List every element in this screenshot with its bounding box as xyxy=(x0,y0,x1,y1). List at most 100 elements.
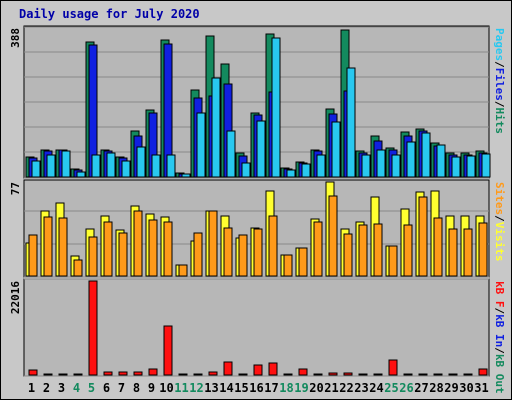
y-max-label-kbytes: 22016 xyxy=(9,281,22,314)
legend-part-hits-files-pages-1: / xyxy=(493,61,506,68)
bar-kb-f-day-31 xyxy=(478,368,488,376)
bar-sites-day-19 xyxy=(298,247,308,277)
legend-part-hits-files-pages-3: / xyxy=(493,101,506,108)
bar-kb-f-day-14 xyxy=(223,361,233,376)
bar-pages-day-18 xyxy=(286,169,296,178)
bar-pages-day-9 xyxy=(151,154,161,178)
bar-sites-day-13 xyxy=(208,210,218,277)
bar-sites-day-18 xyxy=(283,254,293,277)
bar-kb-f-day-10 xyxy=(163,325,173,376)
bar-pages-day-16 xyxy=(256,120,266,178)
bar-pages-day-30 xyxy=(466,155,476,178)
legend-part-visits-sites-1: / xyxy=(493,215,506,222)
bar-kb-f-day-22 xyxy=(343,372,353,376)
bar-kb-f-day-13 xyxy=(208,371,218,376)
bar-sites-day-1 xyxy=(28,234,38,277)
bar-sites-day-28 xyxy=(433,217,443,277)
bar-kb-f-day-23 xyxy=(358,373,368,376)
legend-part-kbytes-2: kB In xyxy=(493,314,506,347)
legend-part-kbytes-0: kB F xyxy=(493,281,506,308)
legend-visits-sites: Sites/Visits xyxy=(493,182,506,262)
bar-kb-f-day-5 xyxy=(88,280,98,376)
bar-kb-f-day-2 xyxy=(43,373,53,376)
bar-sites-day-17 xyxy=(268,215,278,277)
bar-kb-f-day-29 xyxy=(448,373,458,376)
bar-pages-day-27 xyxy=(421,132,431,178)
bar-sites-day-9 xyxy=(148,219,158,277)
bar-kb-f-day-20 xyxy=(313,373,323,376)
chart-title: Daily usage for July 2020 xyxy=(19,7,200,21)
day-label-26: 26 xyxy=(399,381,413,395)
legend-part-hits-files-pages-0: Pages xyxy=(493,28,506,61)
day-label-27: 27 xyxy=(414,381,428,395)
bar-pages-day-12 xyxy=(196,112,206,178)
bar-kb-f-day-25 xyxy=(388,359,398,376)
legend-kbytes: kB F/kB In/kB Out xyxy=(493,281,506,394)
y-max-label-hits-files-pages: 388 xyxy=(9,28,22,48)
bar-pages-day-5 xyxy=(91,154,101,178)
bar-pages-day-20 xyxy=(316,154,326,178)
day-label-31: 31 xyxy=(474,381,488,395)
legend-part-kbytes-1: / xyxy=(493,308,506,315)
day-label-29: 29 xyxy=(444,381,458,395)
legend-part-kbytes-3: / xyxy=(493,347,506,354)
bar-sites-day-22 xyxy=(343,233,353,277)
bar-kb-f-day-12 xyxy=(193,373,203,376)
day-label-4: 4 xyxy=(73,381,80,395)
bar-sites-day-20 xyxy=(313,221,323,277)
bar-pages-day-25 xyxy=(391,154,401,178)
bar-pages-day-19 xyxy=(301,163,311,178)
bar-pages-day-11 xyxy=(181,173,191,178)
day-label-28: 28 xyxy=(429,381,443,395)
bar-pages-day-31 xyxy=(481,153,491,178)
bar-sites-day-23 xyxy=(358,224,368,277)
bar-sites-day-7 xyxy=(118,232,128,277)
bar-pages-day-14 xyxy=(226,130,236,178)
bar-pages-day-22 xyxy=(346,67,356,178)
bar-kb-f-day-15 xyxy=(238,373,248,376)
bar-pages-day-6 xyxy=(106,152,116,178)
bar-pages-day-24 xyxy=(376,149,386,178)
bar-sites-day-12 xyxy=(193,232,203,277)
bar-sites-day-24 xyxy=(373,223,383,277)
bar-pages-day-23 xyxy=(361,154,371,178)
day-label-22: 22 xyxy=(339,381,353,395)
day-label-7: 7 xyxy=(118,381,125,395)
day-label-17: 17 xyxy=(264,381,278,395)
bar-kb-f-day-16 xyxy=(253,364,263,376)
day-label-30: 30 xyxy=(459,381,473,395)
bar-pages-day-29 xyxy=(451,156,461,178)
bar-pages-day-17 xyxy=(271,37,281,178)
plot-area-kbytes xyxy=(23,278,490,377)
bar-sites-day-11 xyxy=(178,264,188,277)
bar-kb-f-day-17 xyxy=(268,362,278,376)
day-label-14: 14 xyxy=(219,381,233,395)
bar-pages-day-3 xyxy=(61,150,71,178)
day-label-25: 25 xyxy=(384,381,398,395)
bar-sites-day-16 xyxy=(253,228,263,277)
day-label-16: 16 xyxy=(249,381,263,395)
bar-sites-day-15 xyxy=(238,234,248,277)
bar-kb-f-day-6 xyxy=(103,371,113,376)
bar-kb-f-day-27 xyxy=(418,373,428,376)
bar-sites-day-4 xyxy=(73,259,83,277)
legend-part-visits-sites-2: Visits xyxy=(493,222,506,262)
day-label-20: 20 xyxy=(309,381,323,395)
bar-pages-day-21 xyxy=(331,121,341,178)
bar-sites-day-21 xyxy=(328,195,338,277)
bar-sites-day-2 xyxy=(43,216,53,277)
legend-part-visits-sites-0: Sites xyxy=(493,182,506,215)
bar-kb-f-day-30 xyxy=(463,373,473,376)
bar-kb-f-day-21 xyxy=(328,372,338,376)
day-label-5: 5 xyxy=(88,381,95,395)
day-label-2: 2 xyxy=(43,381,50,395)
bar-sites-day-10 xyxy=(163,221,173,277)
bar-kb-f-day-8 xyxy=(133,371,143,376)
bar-pages-day-1 xyxy=(31,160,41,178)
bar-kb-f-day-28 xyxy=(433,373,443,376)
bar-pages-day-13 xyxy=(211,77,221,178)
day-label-9: 9 xyxy=(148,381,155,395)
bar-sites-day-31 xyxy=(478,222,488,277)
bar-pages-day-15 xyxy=(241,162,251,178)
